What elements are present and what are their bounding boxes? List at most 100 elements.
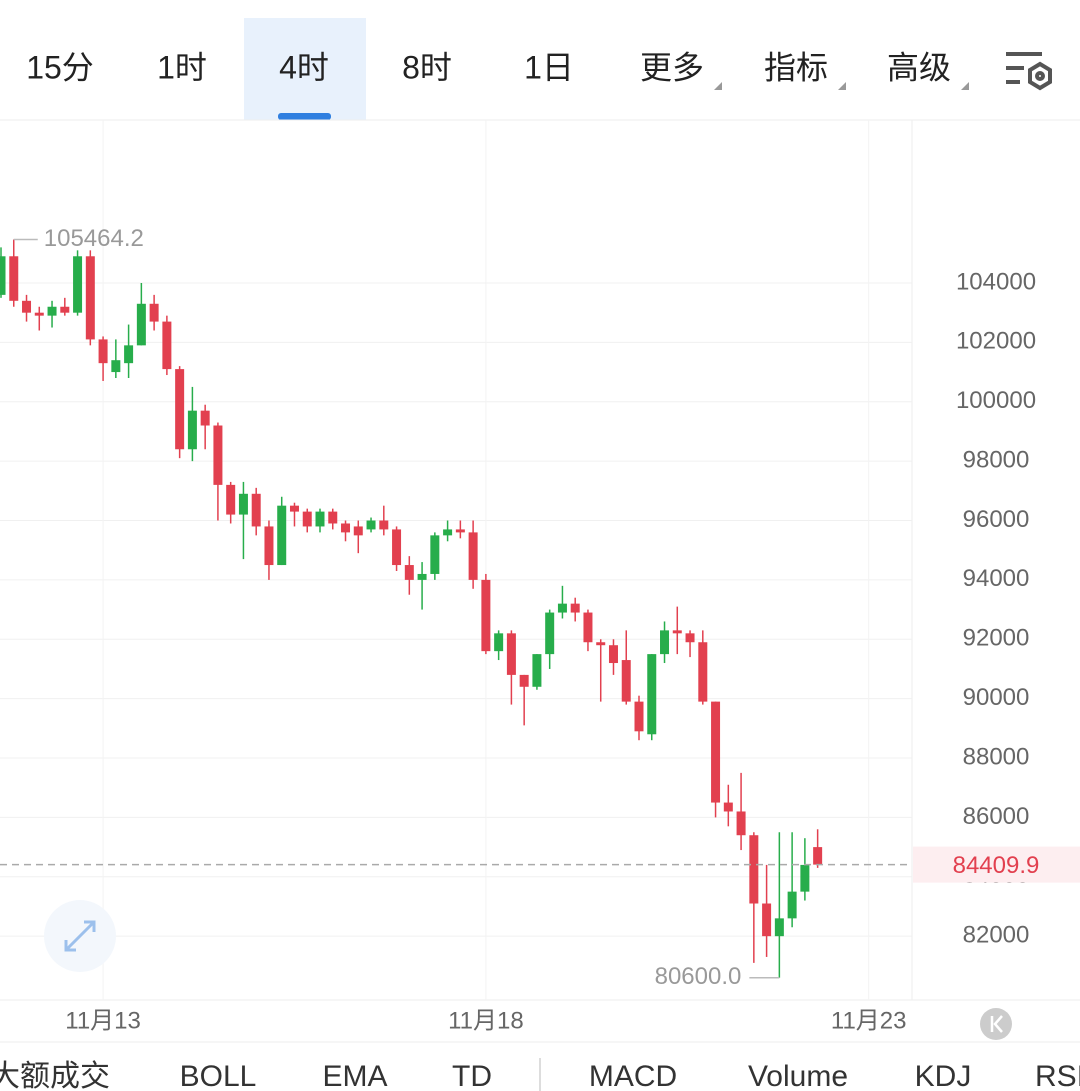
candle-body bbox=[698, 642, 708, 702]
candle-body bbox=[328, 511, 338, 524]
y-tick-label: 104000 bbox=[956, 268, 1036, 295]
indicator-tab[interactable]: EMA bbox=[322, 1060, 387, 1091]
candle-body bbox=[213, 425, 223, 485]
candle-body bbox=[787, 891, 797, 919]
x-tick-label: 11月18 bbox=[448, 1007, 524, 1034]
candle-body bbox=[111, 360, 121, 373]
candle-body bbox=[660, 630, 670, 655]
expand-button[interactable] bbox=[44, 900, 116, 972]
candle-body bbox=[289, 505, 299, 512]
candle-body bbox=[379, 520, 389, 530]
candle-body bbox=[238, 493, 248, 515]
tab[interactable]: 4时 bbox=[279, 49, 329, 85]
candle-body bbox=[277, 505, 287, 566]
indicator-tab[interactable]: BOLL bbox=[180, 1060, 257, 1091]
tab[interactable]: 15分 bbox=[26, 49, 94, 85]
min-label: 80600.0 bbox=[655, 963, 742, 990]
candle-body bbox=[251, 493, 261, 527]
y-tick-label: 82000 bbox=[963, 922, 1030, 949]
candle-body bbox=[315, 511, 325, 527]
candle-body bbox=[85, 256, 95, 340]
y-tick-label: 94000 bbox=[963, 565, 1030, 592]
candle-body bbox=[226, 484, 236, 515]
candle-body bbox=[353, 526, 363, 536]
y-tick-label: 102000 bbox=[956, 328, 1036, 355]
tab[interactable]: 1时 bbox=[157, 49, 207, 85]
candle-body bbox=[366, 520, 376, 530]
candle-body bbox=[800, 864, 810, 892]
indicator-tab[interactable]: 大额成交 bbox=[0, 1060, 110, 1091]
y-tick-label: 90000 bbox=[963, 684, 1030, 711]
indicator-tab[interactable]: Volume bbox=[748, 1060, 848, 1091]
candle-body bbox=[443, 529, 453, 536]
icon-hex bbox=[1028, 61, 1052, 91]
y-tick-label: 86000 bbox=[963, 803, 1030, 830]
candle-body bbox=[149, 303, 159, 322]
candle-body bbox=[494, 633, 504, 652]
tab[interactable]: 高级 bbox=[887, 49, 951, 85]
candle-body bbox=[506, 633, 516, 675]
y-tick-label: 100000 bbox=[956, 387, 1036, 414]
candle-body bbox=[264, 526, 274, 566]
candle-body bbox=[430, 535, 440, 574]
dropdown-caret bbox=[961, 82, 969, 90]
candle-body bbox=[187, 410, 197, 450]
candle-body bbox=[175, 369, 185, 450]
candle-body bbox=[455, 529, 465, 533]
candle-body bbox=[723, 802, 733, 812]
candle-body bbox=[711, 701, 721, 803]
candle-body bbox=[22, 300, 32, 313]
icon-dot bbox=[1035, 71, 1045, 81]
indicator-tab[interactable]: RSI bbox=[1035, 1060, 1080, 1091]
candle-body bbox=[608, 645, 618, 664]
candle-body bbox=[596, 642, 606, 646]
x-tick-label: 11月23 bbox=[831, 1007, 907, 1034]
candle-body bbox=[468, 532, 478, 580]
candle-body bbox=[136, 303, 146, 346]
candle-body bbox=[570, 603, 580, 613]
candle-body bbox=[519, 674, 529, 687]
reset-glyph bbox=[990, 1015, 1003, 1033]
candle-body bbox=[685, 633, 695, 643]
y-tick-label: 88000 bbox=[963, 743, 1030, 770]
y-tick-label: 92000 bbox=[963, 625, 1030, 652]
tab[interactable]: 8时 bbox=[402, 49, 452, 85]
candle-body bbox=[557, 603, 567, 613]
candle-body bbox=[162, 321, 172, 370]
candle-body bbox=[749, 835, 759, 904]
candle-body bbox=[302, 511, 312, 527]
candle-body bbox=[583, 612, 593, 643]
settings-icon[interactable] bbox=[1006, 52, 1052, 91]
candle-body bbox=[34, 312, 44, 316]
dropdown-caret bbox=[714, 82, 722, 90]
candle-body bbox=[404, 565, 414, 580]
last-price-bg bbox=[913, 846, 1080, 883]
candle-body bbox=[672, 630, 682, 634]
candle-body bbox=[0, 256, 6, 295]
reset-button[interactable] bbox=[980, 1008, 1012, 1040]
tab[interactable]: 指标 bbox=[764, 49, 828, 85]
candle-body bbox=[621, 660, 631, 702]
candle-body bbox=[124, 345, 134, 364]
tab[interactable]: 更多 bbox=[640, 49, 704, 85]
y-tick-label: 98000 bbox=[963, 446, 1030, 473]
indicator-tab[interactable]: KDJ bbox=[915, 1060, 972, 1091]
candle-body bbox=[73, 256, 83, 313]
plot: 8200084000860008800090000920009400096000… bbox=[0, 120, 1080, 1000]
tab[interactable]: 1日 bbox=[524, 49, 574, 85]
active-tab-bg bbox=[244, 18, 366, 120]
candle-body bbox=[813, 847, 823, 865]
active-tab-indicator bbox=[278, 113, 331, 120]
indicator-tab[interactable]: TD bbox=[452, 1060, 492, 1091]
indicator-tab[interactable]: MACD bbox=[589, 1060, 677, 1091]
expand-arrows bbox=[64, 920, 96, 952]
candle-body bbox=[98, 339, 108, 364]
x-tick-label: 11月13 bbox=[65, 1007, 141, 1034]
candle-body bbox=[481, 579, 491, 652]
candle-body bbox=[762, 903, 772, 937]
candle-body bbox=[47, 306, 57, 316]
dropdown-caret bbox=[838, 82, 846, 90]
candle-body bbox=[736, 811, 746, 836]
candle-body bbox=[545, 612, 555, 655]
